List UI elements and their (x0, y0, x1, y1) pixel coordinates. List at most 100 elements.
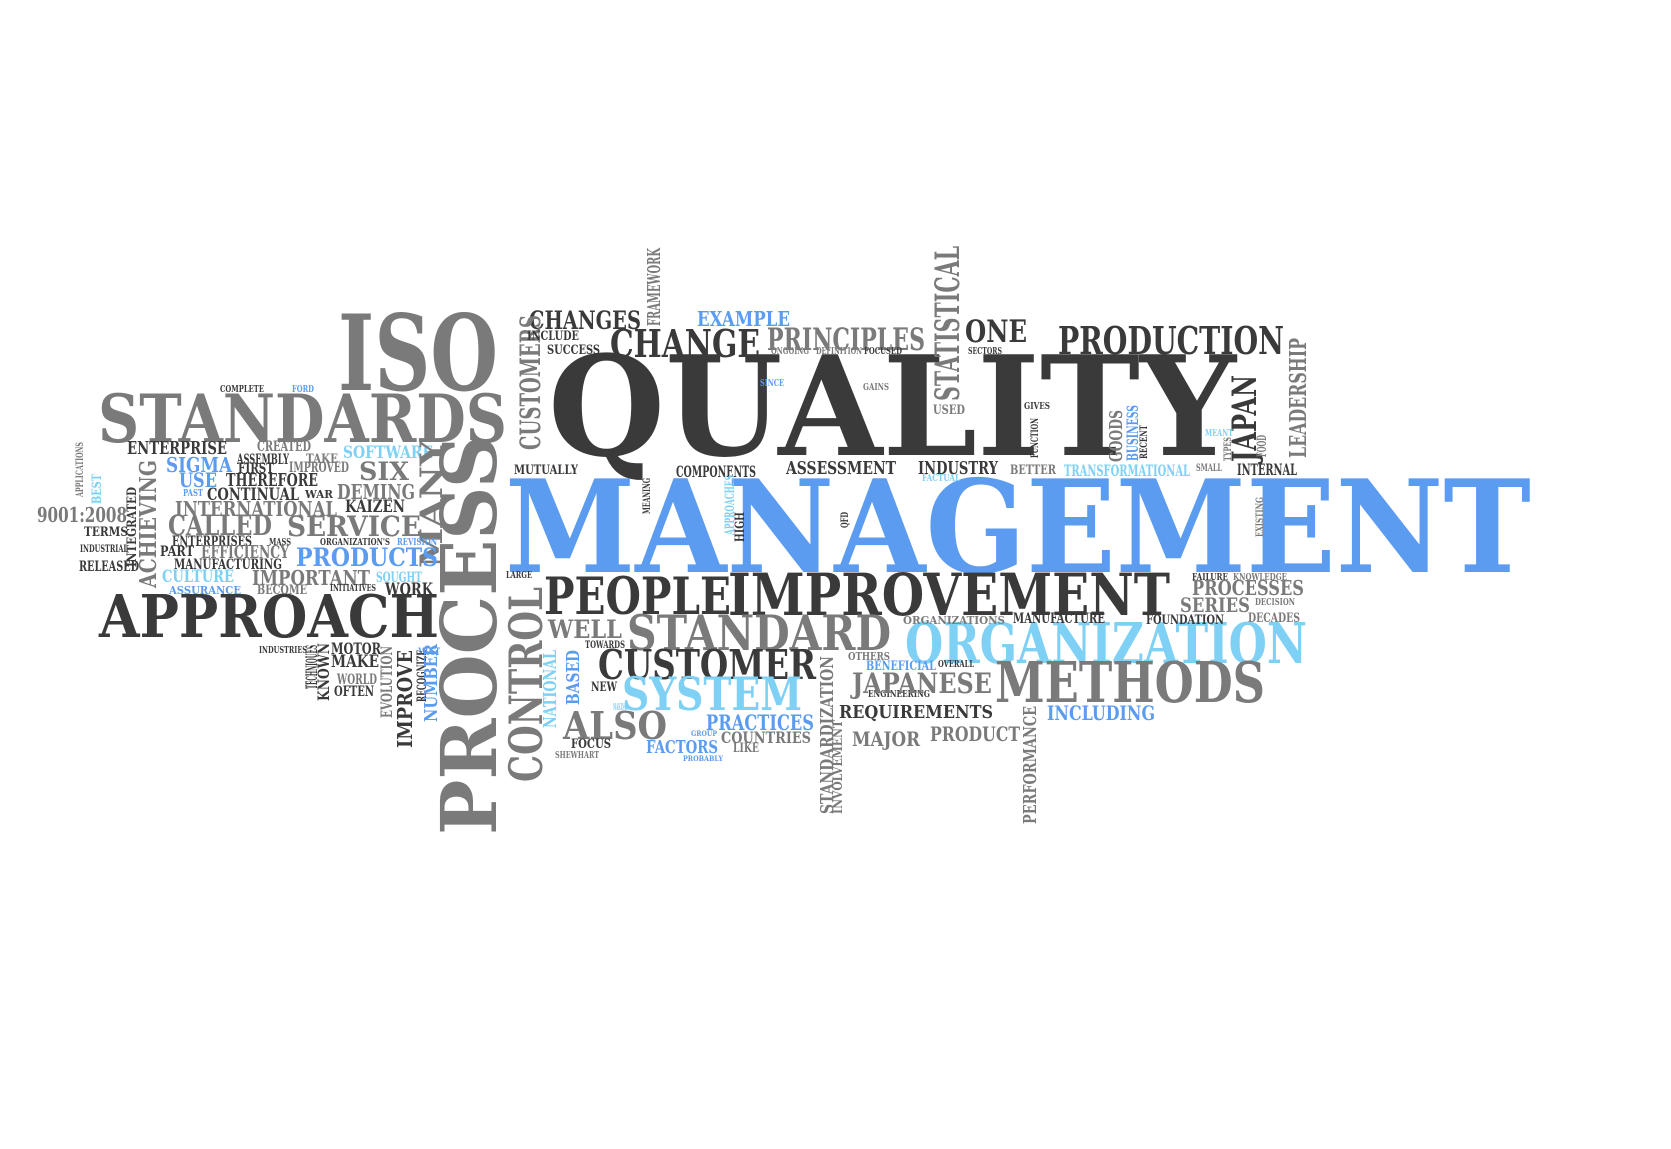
word-deming: DEMING (337, 480, 415, 504)
word-continual: CONTINUAL (207, 484, 299, 504)
word-best: BEST (90, 474, 105, 504)
word-since: SINCE (760, 379, 784, 389)
word-series: SERIES (1180, 594, 1250, 617)
word-framework: FRAMEWORK (644, 248, 665, 326)
word-industry: INDUSTRY (918, 458, 998, 479)
word-national: NATIONAL (540, 650, 561, 728)
word-group: GROUP (691, 729, 717, 738)
word-making: MAKING (613, 703, 627, 713)
word-involvement: INVOLVEMENT (831, 720, 846, 814)
word-used: USED (933, 403, 965, 418)
word-motor: MOTOR (331, 640, 381, 658)
word-shewhart: SHEWHART (555, 751, 599, 761)
word-sought: SOUGHT (376, 570, 422, 586)
word-meaning: MEANING (641, 478, 653, 514)
word-enterprises: ENTERPRISES (172, 534, 252, 550)
word-function: FUNCTION (1029, 418, 1041, 458)
word-use: USE (179, 469, 217, 492)
word-number: NUMBER (421, 644, 442, 722)
word-like: LIKE (733, 741, 759, 756)
word-world: WORLD (337, 672, 377, 688)
word-meant: MEANT (1205, 429, 1233, 439)
word-statistical: STATISTICAL (928, 246, 967, 401)
word-known: KNOWN (315, 643, 333, 701)
word-manufacturing: MANUFACTURING (174, 557, 282, 573)
word-improved: IMPROVED (289, 460, 349, 476)
word-components: COMPONENTS (676, 463, 756, 481)
word-major: MAJOR (852, 728, 920, 751)
word-service: SERVICE (287, 510, 421, 543)
word-improvement: IMPROVEMENT (728, 561, 1170, 629)
word-japanese: JAPANESE (852, 667, 992, 700)
word-culture: CULTURE (162, 566, 234, 586)
word-industrial: INDUSTRIAL (80, 543, 128, 555)
word-overall: OVERALL (938, 660, 974, 670)
word-ford: FORD (292, 385, 314, 395)
word-iso: ISO (338, 291, 498, 415)
word-assessment: ASSESSMENT (786, 458, 896, 479)
word-improve: IMPROVE (393, 650, 417, 748)
word-standard: STANDARD (627, 605, 891, 662)
word-large: LARGE (506, 571, 532, 581)
word-first: FIRST (238, 461, 274, 477)
word-become: BECOME (257, 583, 307, 598)
word-assembly: ASSEMBLY (237, 452, 289, 468)
word-control: CONTROL (499, 587, 553, 782)
word-ongoing: ONGOING (771, 347, 809, 357)
word-new: NEW (591, 680, 617, 695)
word-internal: INTERNAL (1237, 461, 1297, 479)
word-achieving: ACHIEVING (135, 460, 162, 588)
word-complete: COMPLETE (220, 385, 264, 395)
word-applications: APPLICATIONS (74, 442, 86, 497)
word-organizations: ORGANIZATIONS (903, 613, 1005, 627)
word-better: BETTER (1010, 463, 1056, 478)
word-example: EXAMPLE (697, 307, 790, 331)
word-software: SOFTWARE (343, 442, 433, 462)
word-also: ALSO (563, 704, 667, 749)
word-decades: DECADES (1248, 611, 1300, 626)
word-assurance: ASSURANCE (169, 583, 241, 597)
word-9001-2008: 9001:2008 (37, 503, 127, 527)
word-methods: METHODS (995, 650, 1265, 716)
word-knowledge: KNOWLEDGE (1233, 573, 1287, 583)
word-initiatives: INITIATIVES (330, 584, 376, 594)
word-efficiency: EFFICIENCY (201, 542, 289, 563)
word-production: PRODUCTION (1058, 319, 1284, 364)
word-created: CREATED (257, 439, 311, 455)
word-industries: INDUSTRIES (259, 646, 307, 656)
word-one: ONE (965, 314, 1027, 350)
word-factual: FACTUAL (922, 474, 960, 484)
word-international: INTERNATIONAL (175, 497, 337, 521)
word-including: INCLUDING (1047, 702, 1155, 725)
word-kaizen: KAIZEN (345, 496, 405, 516)
word-focus: FOCUS (571, 737, 611, 752)
word-people: PEOPLE (544, 567, 731, 627)
word-requirements: REQUIREMENTS (839, 702, 993, 723)
word-organization: ORGANIZATION (905, 611, 1307, 677)
word-integrated: INTEGRATED (125, 487, 140, 567)
word-gains: GAINS (863, 383, 889, 393)
word-focused: FOCUSED (864, 347, 902, 357)
word-called: CALLED (168, 509, 272, 542)
word-high: HIGH (733, 512, 748, 542)
word-enterprise: ENTERPRISE (127, 438, 227, 459)
word-principles: PRINCIPLES (767, 322, 925, 358)
word-towards: TOWARDS (585, 639, 625, 651)
word-decision: DECISION (1255, 598, 1295, 608)
word-changes: CHANGES (529, 306, 641, 336)
word-factors: FACTORS (646, 737, 718, 758)
word-often: OFTEN (334, 684, 374, 700)
word-engineering: ENGINEERING (868, 690, 930, 700)
word-six: SIX (359, 457, 409, 487)
word-take: TAKE (306, 452, 338, 467)
word-terms: TERMS (84, 525, 128, 540)
word-practices: PRACTICES (706, 711, 814, 736)
word-processes: PROCESSES (1192, 576, 1304, 600)
word-food: FOOD (1255, 435, 1270, 457)
word-foundation: FOUNDATION (1146, 613, 1224, 628)
word-manufacture: MANUFACTURE (1013, 611, 1105, 627)
word-small: SMALL (1196, 462, 1222, 474)
word-probably: PROBABLY (683, 754, 723, 763)
word-transformational: TRANSFORMATIONAL (1064, 462, 1190, 480)
